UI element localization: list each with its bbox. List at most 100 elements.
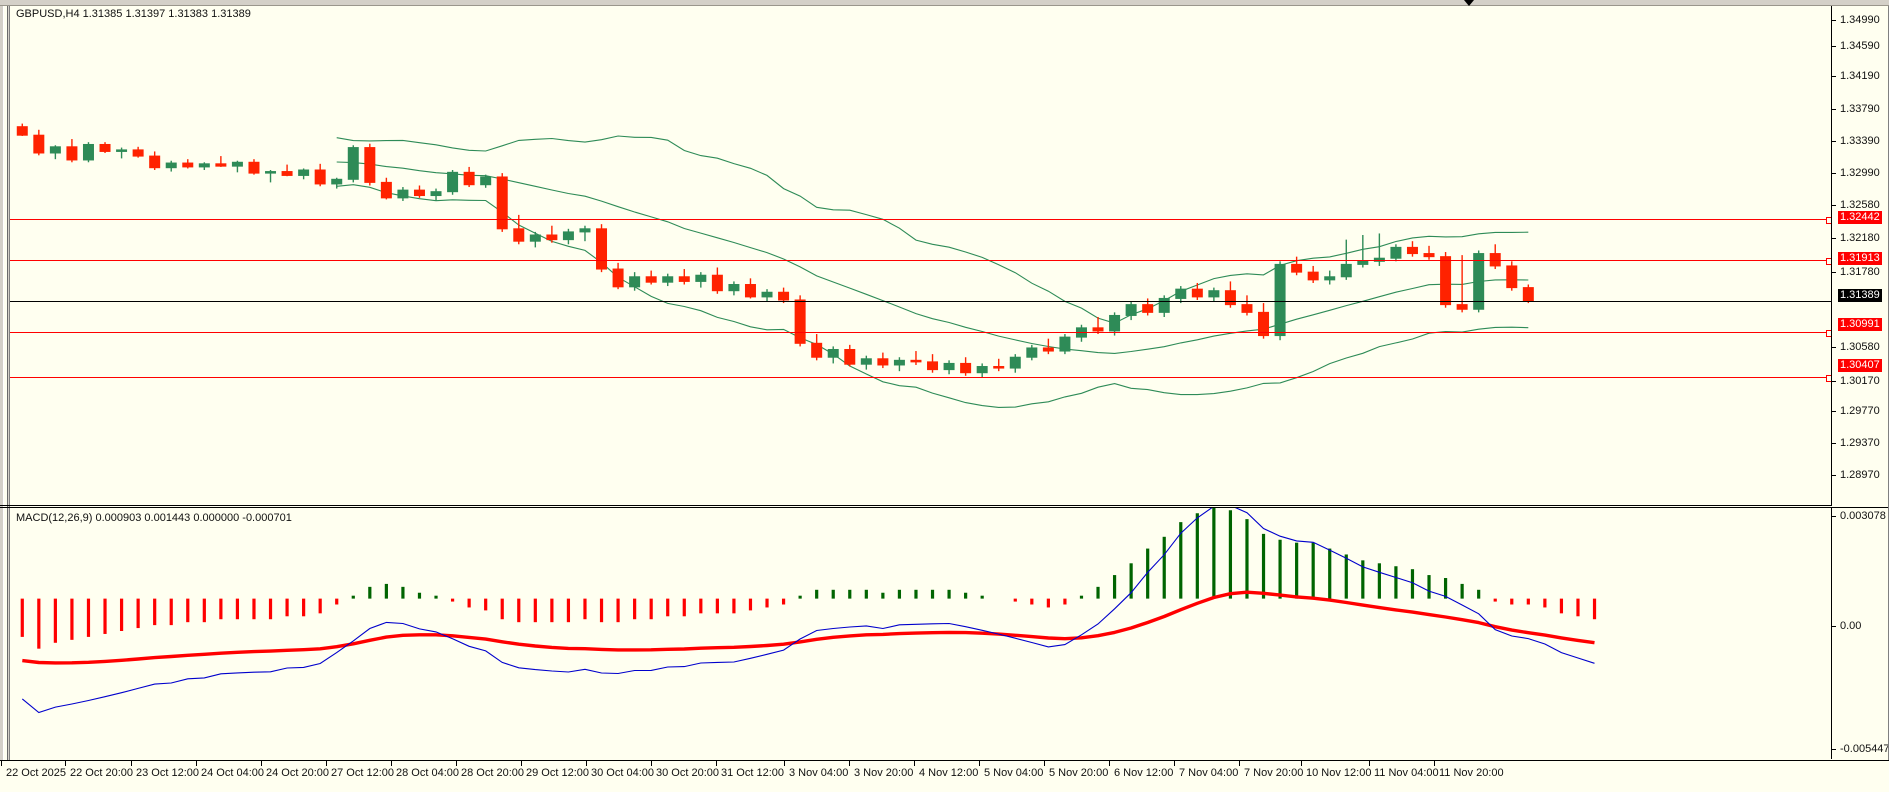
price-level-line[interactable] (10, 260, 1889, 262)
candlestick (1340, 239, 1352, 280)
price-level-line[interactable] (10, 219, 1889, 221)
candlestick (612, 262, 624, 290)
candlestick (893, 357, 905, 372)
macd-indicator-panel[interactable] (10, 508, 1831, 759)
candlestick (198, 162, 210, 171)
candlestick (1208, 287, 1220, 302)
time-axis-tick (1369, 761, 1370, 766)
price-level-line[interactable] (10, 300, 1889, 302)
time-axis-label: 5 Nov 04:00 (984, 767, 1044, 779)
price-level-line[interactable] (10, 331, 1889, 333)
candlestick (1423, 245, 1435, 260)
price-level-line[interactable] (10, 376, 1889, 378)
time-axis-label: 23 Oct 12:00 (136, 767, 199, 779)
candlestick (1274, 261, 1286, 341)
price-scale-tick (1832, 76, 1836, 77)
left-scroll-rail[interactable] (0, 6, 10, 786)
candlestick (231, 160, 243, 173)
candlestick (1092, 317, 1104, 335)
scroll-marker-icon[interactable] (1464, 0, 1474, 6)
time-axis-label: 10 Nov 12:00 (1306, 767, 1372, 779)
price-scale-tick (1832, 173, 1836, 174)
candlestick (596, 224, 608, 273)
candlestick (364, 143, 376, 186)
candlestick (1258, 303, 1270, 339)
macd-scale-label: 0.003078 (1840, 510, 1886, 522)
macd-scale-label: -0.005447 (1840, 743, 1889, 755)
candlestick (711, 267, 723, 294)
price-scale-label: 1.32180 (1840, 232, 1880, 244)
candlestick (877, 352, 889, 369)
price-scale-tick (1832, 475, 1836, 476)
macd-scale-label: 0.00 (1840, 620, 1862, 632)
time-axis-label: 22 Oct 2025 (6, 767, 66, 779)
candlestick (132, 146, 144, 158)
price-scale-highlight-label[interactable]: 1.30991 (1838, 318, 1882, 331)
candlestick (1241, 295, 1253, 316)
price-scale-tick (1832, 411, 1836, 412)
macd-header-label: MACD(12,26,9) 0.000903 0.001443 0.000000… (16, 512, 292, 524)
time-axis-label: 7 Nov 20:00 (1244, 767, 1304, 779)
price-scale-highlight-label[interactable]: 1.31389 (1838, 289, 1882, 302)
time-axis-label: 30 Oct 04:00 (591, 767, 654, 779)
candlestick (1440, 252, 1452, 308)
macd-scale-tick (1832, 749, 1836, 750)
price-scale-highlight-label[interactable]: 1.30407 (1838, 359, 1882, 372)
time-axis-tick (1174, 761, 1175, 766)
price-scale-tick (1832, 109, 1836, 110)
time-axis-tick (914, 761, 915, 766)
price-scale-label: 1.32990 (1840, 167, 1880, 179)
candlestick (728, 281, 740, 296)
time-axis-label: 3 Nov 20:00 (854, 767, 914, 779)
price-scale-label: 1.30580 (1840, 341, 1880, 353)
time-axis-tick (784, 761, 785, 766)
candlestick (281, 164, 293, 177)
time-axis-label: 22 Oct 20:00 (70, 767, 133, 779)
candlestick (413, 185, 425, 198)
candlestick (182, 159, 194, 169)
candlestick (794, 295, 806, 347)
price-axis-scale[interactable]: 1.34990 1.34590 1.34190 1.33790 1.33390 1.329… (1831, 6, 1889, 506)
candlestick (910, 351, 922, 365)
candlestick (248, 159, 260, 175)
time-axis[interactable]: 22 Oct 2025 22 Oct 20:00 23 Oct 12:00 24 Oc… (0, 760, 1889, 792)
candlestick (1059, 334, 1071, 355)
candlestick (695, 272, 707, 288)
time-axis-label: 11 Nov 20:00 (1439, 767, 1504, 779)
candlestick (1291, 256, 1303, 276)
time-axis-label: 29 Oct 12:00 (526, 767, 589, 779)
price-scale-highlight-label[interactable]: 1.31913 (1838, 252, 1882, 265)
candlestick (529, 231, 541, 248)
candlestick (744, 278, 756, 299)
price-scale-tick (1832, 205, 1836, 206)
candlestick (629, 272, 641, 291)
price-chart-panel[interactable] (10, 6, 1831, 505)
bollinger-middle-band (336, 161, 1529, 354)
candlestick (331, 177, 343, 189)
price-scale-highlight-label[interactable]: 1.32442 (1838, 211, 1882, 224)
candlestick (1324, 270, 1336, 285)
macd-axis-scale[interactable]: 0.003078 0.00 -0.005447 (1831, 508, 1889, 759)
price-scale-label: 1.32580 (1840, 199, 1880, 211)
price-scale-label: 1.29370 (1840, 437, 1880, 449)
macd-scale-tick (1832, 516, 1836, 517)
candlestick (778, 287, 790, 304)
macd-chart-canvas (20, 508, 1597, 714)
time-axis-tick (391, 761, 392, 766)
time-axis-label: 6 Nov 12:00 (1114, 767, 1174, 779)
time-axis-tick (456, 761, 457, 766)
price-scale-label: 1.31780 (1840, 266, 1880, 278)
price-scale-label: 1.34990 (1840, 14, 1880, 26)
candlestick (1390, 244, 1402, 262)
price-header-label: GBPUSD,H4 1.31385 1.31397 1.31383 1.3138… (16, 8, 251, 20)
price-scale-tick (1832, 141, 1836, 142)
price-scale-label: 1.33790 (1840, 103, 1880, 115)
bollinger-upper-band (336, 135, 1529, 324)
time-axis-label: 24 Oct 20:00 (266, 767, 329, 779)
time-axis-tick (716, 761, 717, 766)
price-scale-tick (1832, 381, 1836, 382)
candlestick (1522, 284, 1534, 304)
candlestick (1175, 286, 1187, 304)
time-axis-tick (1434, 761, 1435, 766)
